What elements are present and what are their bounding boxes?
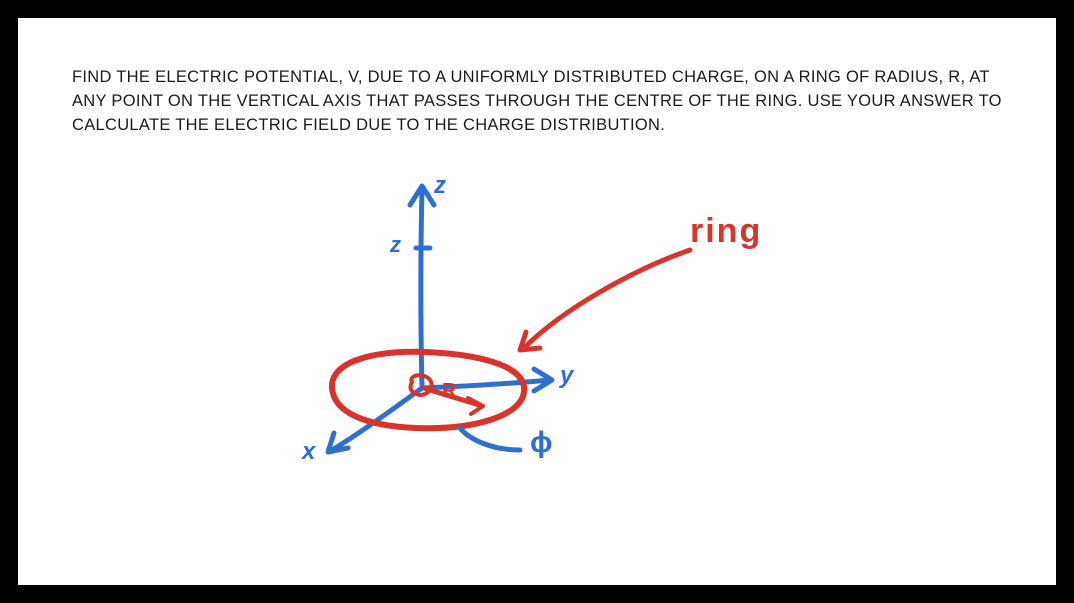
- document-page: FIND THE ELECTRIC POTENTIAL, V, DUE TO A…: [18, 18, 1056, 585]
- phi-label: ϕ: [530, 426, 553, 460]
- radius-label: R: [442, 380, 456, 403]
- z-point-label: z: [390, 232, 401, 258]
- ring-label: ring: [690, 212, 762, 251]
- z-axis: [421, 190, 422, 385]
- physics-diagram: z z y x R ϕ ring: [72, 150, 1002, 510]
- ring-pointer-arrow: [524, 250, 690, 348]
- problem-statement: FIND THE ELECTRIC POTENTIAL, V, DUE TO A…: [72, 66, 1002, 138]
- z-axis-label: z: [434, 172, 446, 200]
- diagram-svg: [72, 150, 972, 510]
- x-axis: [332, 388, 422, 450]
- phi-connector: [460, 428, 520, 450]
- x-axis-label: x: [302, 438, 315, 466]
- y-axis-label: y: [560, 362, 573, 390]
